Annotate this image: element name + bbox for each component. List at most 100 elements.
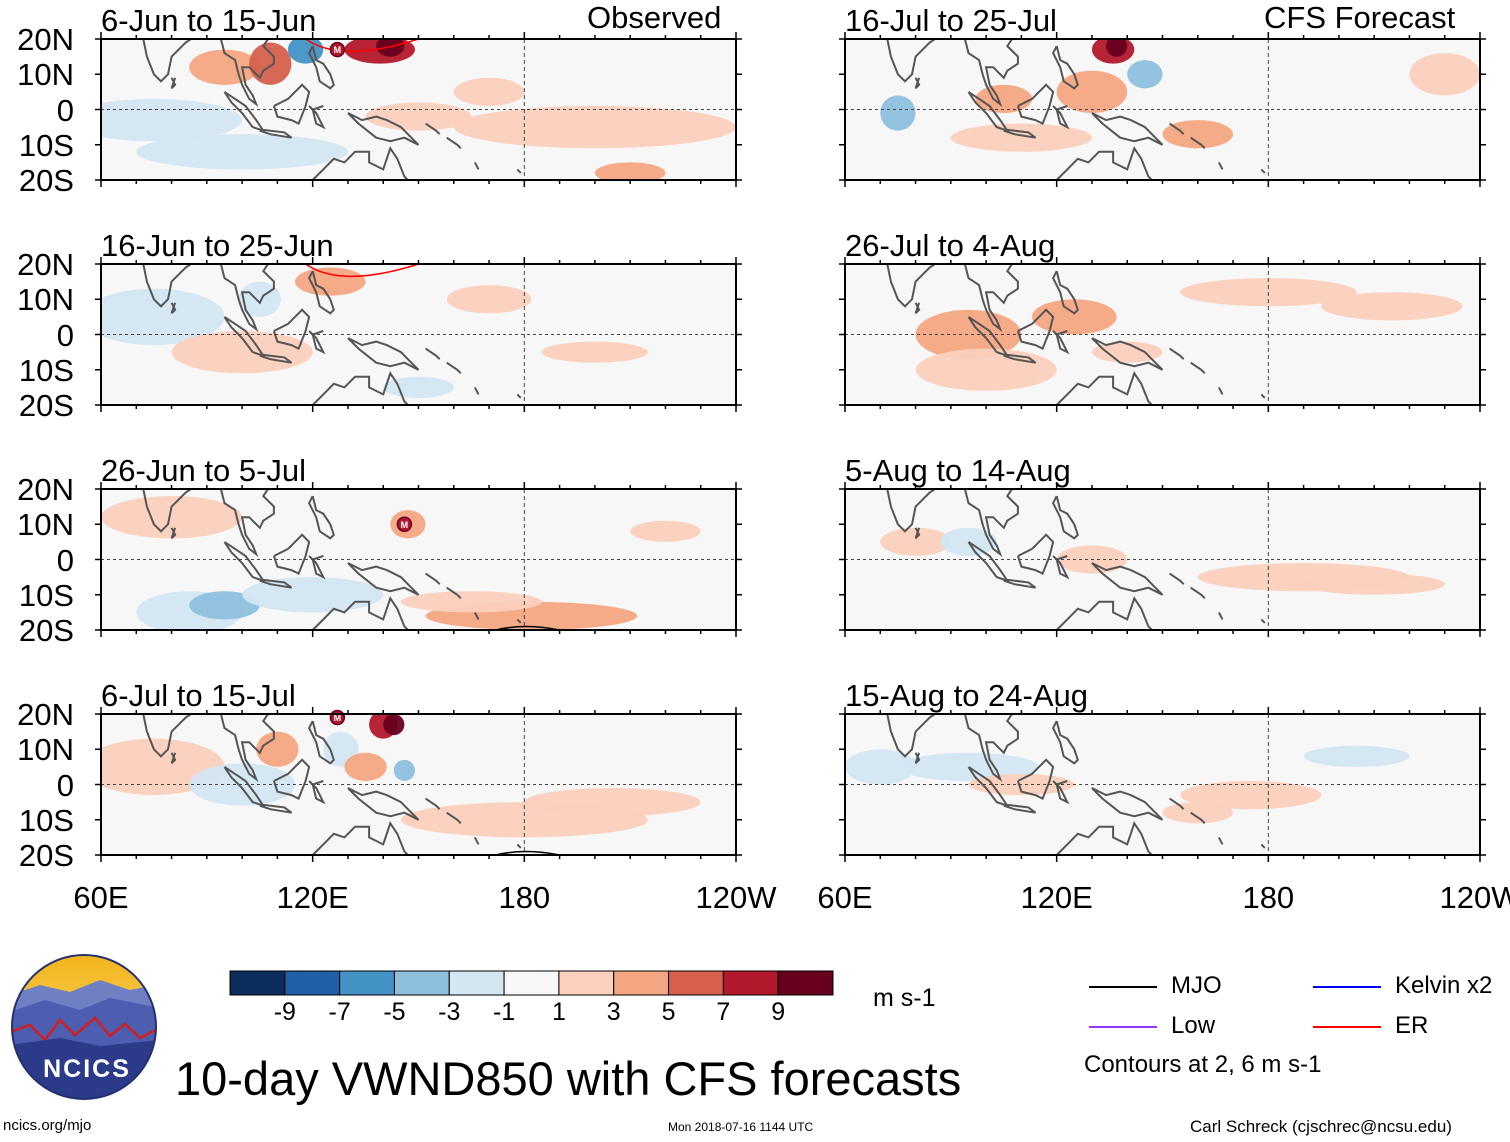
coastline (1003, 353, 1037, 364)
y-tick-label: 10S (18, 127, 74, 163)
panel-period-label: 26-Jun to 5-Jul (101, 453, 307, 488)
y-tick-label: 20N (17, 22, 74, 57)
coastline (1190, 361, 1206, 375)
coastline (347, 787, 420, 821)
panel-period-label: 6-Jun to 15-Jun (101, 3, 317, 38)
y-tick-label: 20N (17, 697, 74, 732)
coastline (963, 39, 1019, 108)
coastline (516, 393, 522, 399)
coastline (1190, 136, 1206, 150)
coastline (170, 302, 177, 315)
colorbar-label: 7 (716, 998, 731, 1026)
coastline (129, 714, 193, 758)
anomaly-patch (1091, 341, 1163, 363)
x-tick-label: 120W (695, 880, 777, 915)
coastline (272, 758, 311, 800)
coastline (1052, 330, 1070, 355)
colorbar-segment (393, 970, 450, 996)
anomaly-patch (101, 98, 243, 142)
mjo-contour (495, 625, 560, 630)
x-tick-label: 60E (73, 880, 129, 915)
anomaly-patch (880, 527, 951, 556)
coastline (914, 77, 921, 90)
colorbar-segment (558, 970, 615, 996)
coastline (1091, 337, 1164, 371)
anomaly-patch (256, 731, 299, 767)
y-tick-label: 20N (17, 472, 74, 507)
anomaly-patch (1127, 60, 1163, 89)
observed-header: Observed (587, 0, 722, 35)
anomaly-patch (1162, 802, 1234, 824)
footer-timestamp: Mon 2018-07-16 1144 UTC (668, 1120, 814, 1134)
coastline (873, 39, 937, 83)
coastline (446, 811, 462, 825)
mjo-contour (495, 850, 560, 855)
coastline (307, 495, 335, 540)
coastline (1051, 495, 1079, 540)
anomaly-patch (880, 95, 916, 131)
anomaly-patch (950, 123, 1092, 152)
coastline (307, 270, 335, 315)
colorbar-label: 1 (551, 998, 566, 1026)
coastline (1091, 562, 1164, 596)
anomaly-patch (1180, 780, 1322, 810)
coastline (1032, 821, 1153, 855)
coastline (259, 803, 293, 814)
coastline (1260, 618, 1266, 624)
logo-ring (11, 954, 157, 1100)
coastline (1091, 112, 1164, 146)
anomaly-patch (393, 759, 415, 781)
colorbar-label: -7 (328, 998, 351, 1026)
coastline (873, 714, 937, 758)
coastline (219, 714, 275, 783)
footer-author: Carl Schreck (cjschrec@ncsu.edu) (1190, 1117, 1452, 1136)
y-tick-label: 10S (18, 352, 74, 388)
anomaly-patch (915, 309, 1022, 360)
coastline (873, 264, 937, 308)
y-tick-label: 20N (17, 247, 74, 282)
coastline (963, 264, 1019, 333)
coastline (259, 128, 293, 139)
coastline (1260, 393, 1266, 399)
anomaly-patch (1056, 70, 1128, 114)
anomaly-patch (524, 788, 701, 817)
x-tick-label: 60E (817, 880, 873, 915)
colorbar-label: -9 (273, 998, 296, 1026)
colorbar-segment (448, 970, 505, 996)
x-tick-label: 120E (276, 880, 349, 915)
coastline (914, 527, 921, 540)
coastline (1052, 105, 1070, 130)
x-tick-label: 120W (1439, 880, 1510, 915)
panel-period-label: 16-Jun to 25-Jun (101, 228, 334, 263)
contour-legend-label: Low (1171, 1012, 1216, 1039)
er-contour (305, 264, 419, 277)
coastline (219, 264, 275, 333)
anomaly-patch (295, 267, 366, 296)
colorbar-segment (613, 970, 670, 996)
coastline (170, 527, 177, 540)
coastline (1218, 161, 1224, 170)
coastline (425, 797, 441, 810)
coastline (308, 105, 326, 130)
anomaly-patch (383, 714, 405, 736)
panel-field (845, 714, 1410, 855)
colorbar-segment (777, 970, 834, 996)
coastline (272, 533, 311, 575)
panel-2 (95, 257, 742, 412)
colorbar-segment (722, 970, 779, 996)
coastline (1169, 572, 1185, 585)
anomaly-patch (400, 591, 542, 613)
logo-content (12, 955, 156, 1099)
footer-site-link[interactable]: ncics.org/mjo (3, 1117, 92, 1134)
coastline (1218, 386, 1224, 395)
anomaly-patch (376, 39, 405, 57)
anomaly-patch (249, 42, 292, 85)
coastline (1051, 270, 1079, 315)
coastline (446, 136, 462, 150)
anomaly-patch (897, 752, 1040, 781)
y-tick-label: 20S (18, 388, 74, 423)
panel-field (873, 489, 1445, 630)
y-tick-label: 10N (17, 57, 74, 93)
logo-text: NCICS (43, 1055, 131, 1083)
coastline (1169, 122, 1185, 135)
